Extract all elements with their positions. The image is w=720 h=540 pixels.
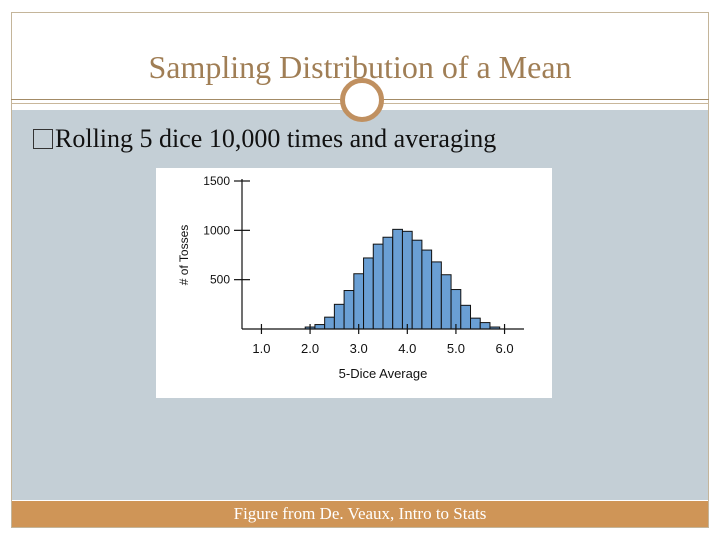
bullet-item: Rolling 5 dice 10,000 times and averagin… [33,124,496,154]
histogram-bar [363,257,374,330]
histogram-bar [324,316,335,330]
histogram-bar [372,243,384,330]
y-axis-label: # of Tosses [177,225,191,285]
x-tick-label: 4.0 [398,341,416,356]
x-tick-label: 1.0 [252,341,270,356]
x-axis-label: 5-Dice Average [339,366,428,381]
histogram-bar [470,317,481,330]
histogram-bar [382,236,394,330]
x-tick-label: 5.0 [447,341,465,356]
histogram-bar [431,261,442,330]
y-tick-label: 500 [210,273,230,287]
footer-bar: Figure from De. Veaux, Intro to Stats [12,501,708,527]
histogram-bar [343,290,355,330]
y-ticks: 500 1000 1500 [203,174,250,287]
histogram-bar [401,230,413,330]
histogram-bar [460,304,472,330]
x-tick-label: 6.0 [496,341,514,356]
y-tick-label: 1000 [203,223,230,237]
x-ticks: 1.0 2.0 3.0 4.0 5.0 6.0 [252,324,514,356]
histogram-bar [479,322,491,330]
histogram-bar [314,324,326,330]
histogram-bar [421,249,433,330]
slide-frame [11,12,709,528]
histogram-bar [440,274,452,330]
x-tick-label: 3.0 [350,341,368,356]
ring-ornament-icon [340,78,384,122]
x-tick-label: 2.0 [301,341,319,356]
histogram-bar [392,228,403,330]
histogram-bar [411,239,423,330]
histogram-chart: 500 1000 1500 1.0 2.0 3.0 4.0 5.0 6.0 # of Toss… [177,174,524,381]
figure-caption: Figure from De. Veaux, Intro to Stats [233,504,487,523]
bar-series [304,228,501,330]
histogram-bar [450,289,462,330]
histogram-figure: 500 1000 1500 1.0 2.0 3.0 4.0 5.0 6.0 # of Toss… [156,168,552,398]
histogram-bar [333,303,345,330]
y-tick-label: 1500 [203,174,230,188]
histogram-bar [353,273,365,330]
bullet-box-icon [33,129,53,149]
bullet-text: Rolling 5 dice 10,000 times and averagin… [55,124,497,153]
